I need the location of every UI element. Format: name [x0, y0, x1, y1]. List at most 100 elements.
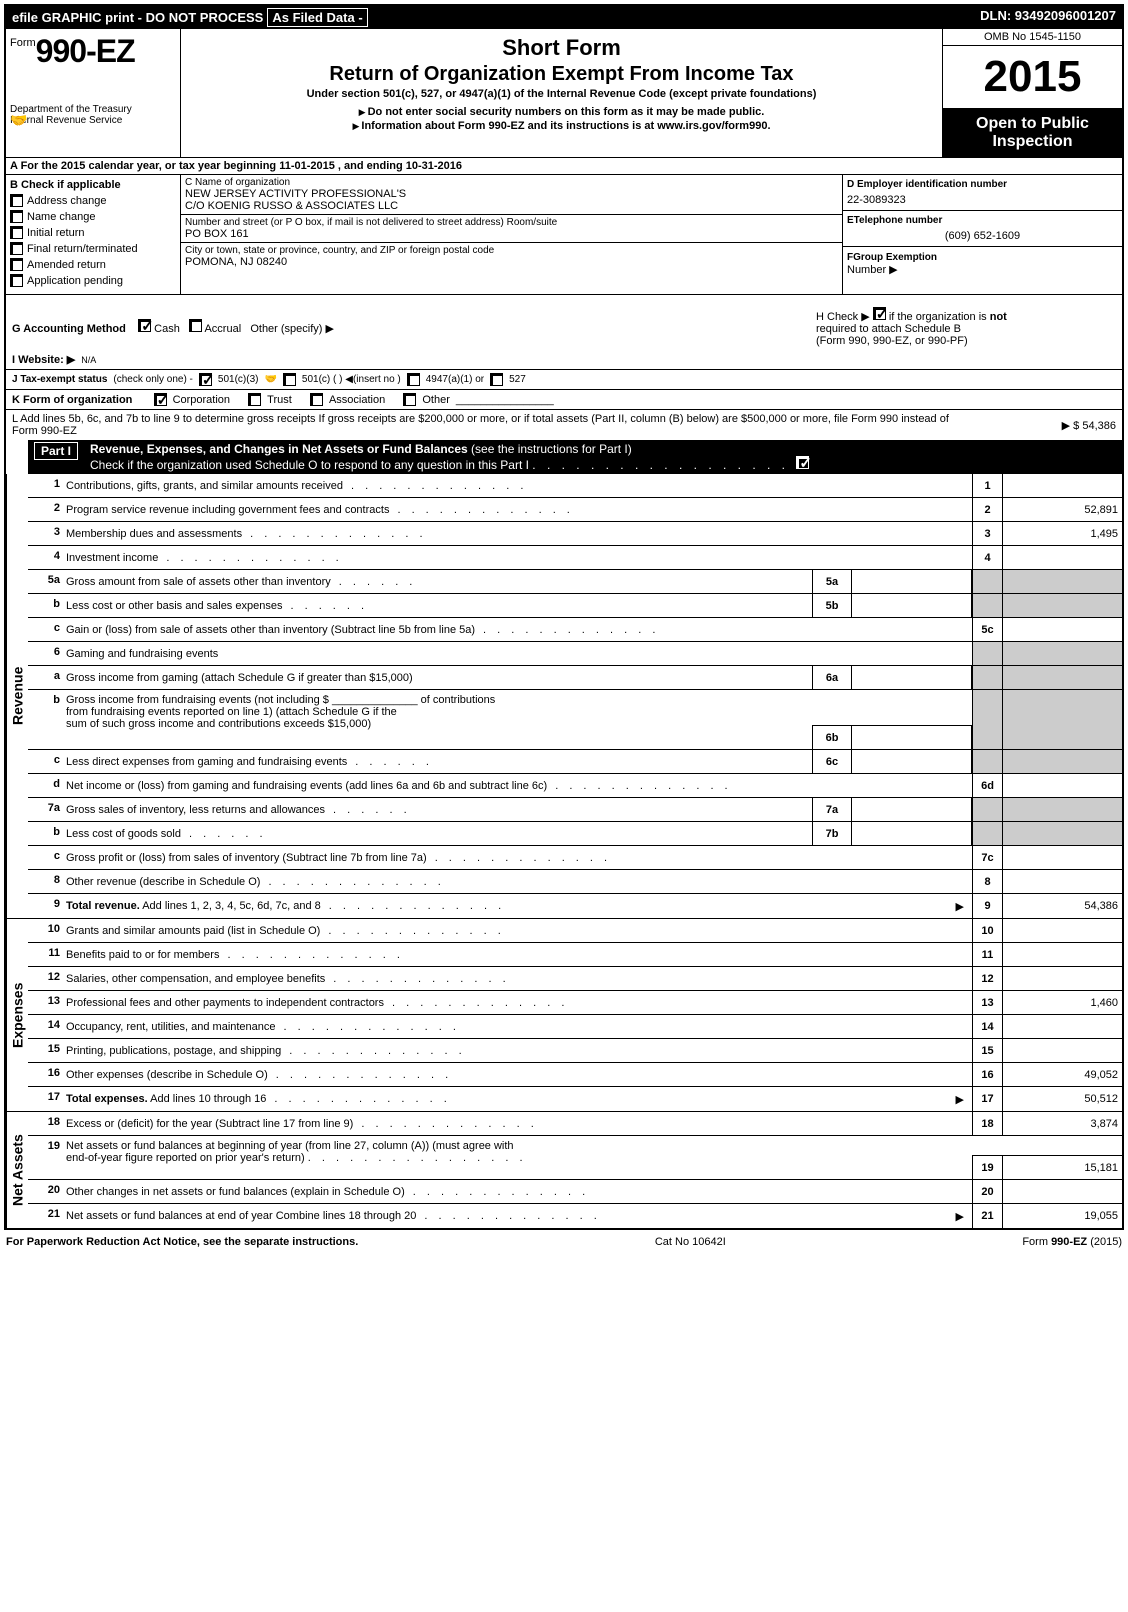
line-c: c Gain or (loss) from sale of assets oth… [28, 618, 1122, 642]
line-d: d Net income or (loss) from gaming and f… [28, 774, 1122, 798]
checkbox-trust[interactable] [248, 393, 261, 406]
checkbox-527[interactable] [490, 373, 503, 386]
row-a: A For the 2015 calendar year, or tax yea… [6, 158, 1122, 175]
line-20: 20 Other changes in net assets or fund b… [28, 1180, 1122, 1204]
top-bar-mid: As Filed Data - [267, 8, 367, 27]
line-4: 4 Investment income . . . . . . . . . . … [28, 546, 1122, 570]
checkbox-cash[interactable] [138, 319, 151, 332]
line-6b: b Gross income from fundraising events (… [28, 690, 1122, 750]
line-11: 11 Benefits paid to or for members . . .… [28, 943, 1122, 967]
dept-irs: Internal Revenue Service [10, 115, 176, 126]
line-8: 8 Other revenue (describe in Schedule O)… [28, 870, 1122, 894]
checkbox-501c3[interactable] [199, 373, 212, 386]
line-12: 12 Salaries, other compensation, and emp… [28, 967, 1122, 991]
line-j: J Tax-exempt status(check only one) - 50… [6, 370, 1122, 390]
header-right: OMB No 1545-1150 2015 Open to Public Ins… [942, 29, 1122, 157]
revenue-label: Revenue [6, 474, 28, 918]
checkbox-final-return[interactable] [10, 242, 23, 255]
short-form-title: Short Form [189, 35, 934, 61]
line-c: c Less direct expenses from gaming and f… [28, 750, 1122, 774]
checkbox-initial-return[interactable] [10, 226, 23, 239]
checkbox-4947[interactable] [407, 373, 420, 386]
line-6: 6 Gaming and fundraising events [28, 642, 1122, 666]
header: Form990-EZ 🤝 Department of the Treasury … [6, 29, 1122, 158]
line-18: 18 Excess or (deficit) for the year (Sub… [28, 1112, 1122, 1136]
ein: 22-3089323 [847, 190, 1118, 206]
line-14: 14 Occupancy, rent, utilities, and maint… [28, 1015, 1122, 1039]
dept-treasury: Department of the Treasury [10, 104, 176, 115]
line-13: 13 Professional fees and other payments … [28, 991, 1122, 1015]
telephone: (609) 652-1609 [847, 226, 1118, 242]
checkbox-pending[interactable] [10, 274, 23, 287]
form-number: 990-EZ [36, 33, 135, 69]
header-left: Form990-EZ 🤝 Department of the Treasury … [6, 29, 181, 157]
checkbox-association[interactable] [310, 393, 323, 406]
line-g: G Accounting Method Cash Accrual Other (… [6, 295, 1122, 350]
line-2: 2 Program service revenue including gove… [28, 498, 1122, 522]
line-19: 19 Net assets or fund balances at beginn… [28, 1136, 1122, 1180]
line-10: 10 Grants and similar amounts paid (list… [28, 919, 1122, 943]
line-k: K Form of organization Corporation Trust… [6, 390, 1122, 410]
line-15: 15 Printing, publications, postage, and … [28, 1039, 1122, 1063]
line-21: 21 Net assets or fund balances at end of… [28, 1204, 1122, 1228]
website-value: N/A [81, 355, 96, 365]
hands-icon: 🤝 [10, 112, 27, 129]
line-6a: a Gross income from gaming (attach Sched… [28, 666, 1122, 690]
tax-year: 2015 [943, 46, 1122, 109]
return-title: Return of Organization Exempt From Incom… [189, 63, 934, 86]
note-info: Information about Form 990-EZ and its in… [189, 120, 934, 132]
footer-right: Form 990-EZ (2015) [1022, 1236, 1122, 1248]
checkbox-accrual[interactable] [189, 319, 202, 332]
footer: For Paperwork Reduction Act Notice, see … [0, 1234, 1128, 1250]
section-def: D Employer identification number 22-3089… [842, 175, 1122, 294]
gross-receipts: ▶ $ 54,386 [976, 419, 1116, 432]
form-prefix: Form [10, 37, 36, 49]
top-bar-left: efile GRAPHIC print - DO NOT PROCESS [12, 10, 263, 25]
line-5a: 5a Gross amount from sale of assets othe… [28, 570, 1122, 594]
section-c: C Name of organization NEW JERSEY ACTIVI… [181, 175, 842, 294]
org-city: POMONA, NJ 08240 [185, 256, 838, 268]
checkbox-name-change[interactable] [10, 210, 23, 223]
line-9: 9 Total revenue. Add lines 1, 2, 3, 4, 5… [28, 894, 1122, 918]
part-i-header: Part I Revenue, Expenses, and Changes in… [28, 440, 1122, 474]
expenses-section: Expenses 10 Grants and similar amounts p… [6, 918, 1122, 1111]
revenue-section: Revenue 1 Contributions, gifts, grants, … [6, 474, 1122, 918]
line-3: 3 Membership dues and assessments . . . … [28, 522, 1122, 546]
line-17: 17 Total expenses. Add lines 10 through … [28, 1087, 1122, 1111]
checkbox-address-change[interactable] [10, 194, 23, 207]
header-center: Short Form Return of Organization Exempt… [181, 29, 942, 157]
line-b: b Less cost or other basis and sales exp… [28, 594, 1122, 618]
irs-link[interactable]: www.irs.gov/form990 [657, 120, 767, 132]
org-name-1: NEW JERSEY ACTIVITY PROFESSIONAL'S [185, 188, 838, 200]
netassets-section: Net Assets 18 Excess or (deficit) for th… [6, 1111, 1122, 1228]
line-l: L Add lines 5b, 6c, and 7b to line 9 to … [6, 410, 1122, 440]
expenses-label: Expenses [6, 919, 28, 1111]
checkbox-501c[interactable] [283, 373, 296, 386]
top-bar: efile GRAPHIC print - DO NOT PROCESS As … [6, 6, 1122, 29]
checkbox-schedule-o[interactable] [796, 456, 809, 469]
footer-mid: Cat No 10642I [655, 1236, 726, 1248]
org-name-2: C/O KOENIG RUSSO & ASSOCIATES LLC [185, 200, 838, 212]
section-b-title: B Check if applicable [10, 179, 176, 191]
checkbox-h[interactable] [873, 307, 886, 320]
line-16: 16 Other expenses (describe in Schedule … [28, 1063, 1122, 1087]
netassets-label: Net Assets [6, 1112, 28, 1228]
line-1: 1 Contributions, gifts, grants, and simi… [28, 474, 1122, 498]
footer-left: For Paperwork Reduction Act Notice, see … [6, 1236, 358, 1248]
under-section: Under section 501(c), 527, or 4947(a)(1)… [189, 88, 934, 100]
section-bcdef: B Check if applicable Address change Nam… [6, 175, 1122, 295]
checkbox-amended[interactable] [10, 258, 23, 271]
line-i: I Website: ▶N/A [6, 350, 1122, 370]
form-990ez: efile GRAPHIC print - DO NOT PROCESS As … [4, 4, 1124, 1230]
line-b: b Less cost of goods sold . . . . . . 7b [28, 822, 1122, 846]
top-bar-right: DLN: 93492096001207 [980, 8, 1116, 27]
omb-number: OMB No 1545-1150 [943, 29, 1122, 46]
checkbox-other-org[interactable] [403, 393, 416, 406]
checkbox-corporation[interactable] [154, 393, 167, 406]
open-to-public: Open to Public Inspection [943, 109, 1122, 157]
note-ssn: Do not enter social security numbers on … [189, 106, 934, 118]
line-c: c Gross profit or (loss) from sales of i… [28, 846, 1122, 870]
section-b: B Check if applicable Address change Nam… [6, 175, 181, 294]
org-address: PO BOX 161 [185, 228, 838, 240]
line-7a: 7a Gross sales of inventory, less return… [28, 798, 1122, 822]
